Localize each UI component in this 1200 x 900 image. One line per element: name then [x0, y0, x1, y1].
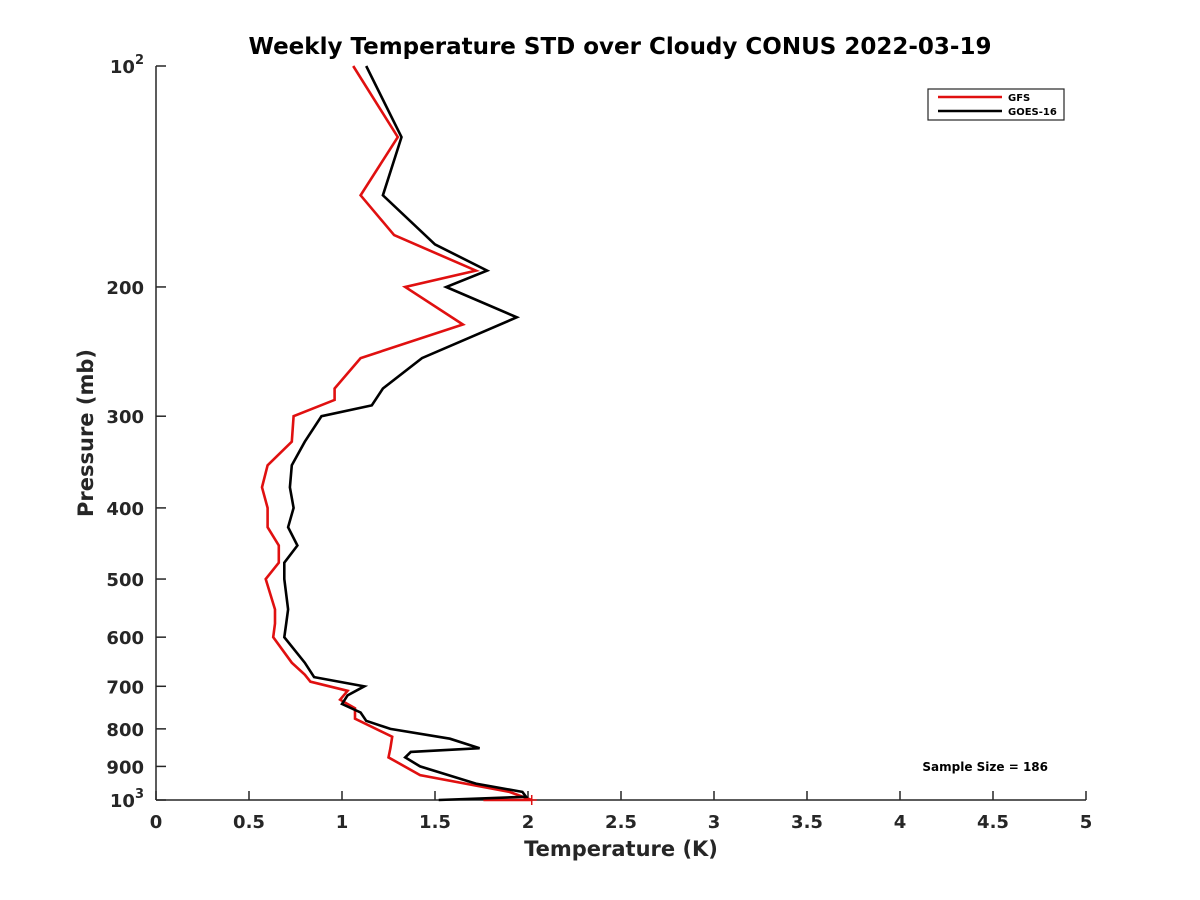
- x-tick-label: 4.5: [977, 812, 1009, 833]
- y-tick-label: 600: [106, 628, 144, 649]
- series-lines: [260, 65, 537, 805]
- series-line-goes-16: [282, 65, 529, 802]
- y-tick-label: 900: [106, 757, 144, 778]
- x-tick-label: 0: [150, 812, 163, 833]
- y-tick-label: 103: [110, 787, 144, 812]
- chart-title: Weekly Temperature STD over Cloudy CONUS…: [249, 34, 992, 60]
- plot-axes: [155, 66, 1086, 801]
- sample-size-annotation: Sample Size = 186: [922, 760, 1048, 774]
- x-tick-label: 5: [1080, 812, 1093, 833]
- legend-box: [927, 88, 1065, 121]
- x-tick-label: 4: [894, 812, 907, 833]
- y-tick-label: 700: [106, 677, 144, 698]
- x-ticks: 0 0.5 1 1.5 2 2.5 3 3.5 4 4.5 5: [150, 791, 1093, 833]
- y-tick-label: 200: [106, 278, 144, 299]
- legend-label: GFS: [1008, 93, 1030, 104]
- y-ticks: 102 200 300 400 500 600 700 800 900 103: [106, 53, 166, 812]
- series-line-gfs: [260, 65, 533, 802]
- x-tick-label: 0.5: [233, 812, 265, 833]
- y-tick-label: 400: [106, 499, 144, 520]
- y-tick-label: 800: [106, 720, 144, 741]
- legend-label: GOES-16: [1008, 107, 1057, 118]
- x-axis-label: Temperature (K): [524, 837, 718, 861]
- x-tick-label: 2: [522, 812, 535, 833]
- y-tick-label: 500: [106, 570, 144, 591]
- y-axis-label: Pressure (mb): [74, 349, 98, 517]
- y-tick-label: 102: [110, 53, 144, 78]
- legend: GFS GOES-16: [927, 88, 1065, 121]
- x-tick-label: 3: [708, 812, 721, 833]
- x-tick-label: 3.5: [791, 812, 823, 833]
- y-tick-label: 300: [106, 407, 144, 428]
- x-tick-label: 1: [336, 812, 349, 833]
- x-tick-label: 2.5: [605, 812, 637, 833]
- x-tick-label: 1.5: [419, 812, 451, 833]
